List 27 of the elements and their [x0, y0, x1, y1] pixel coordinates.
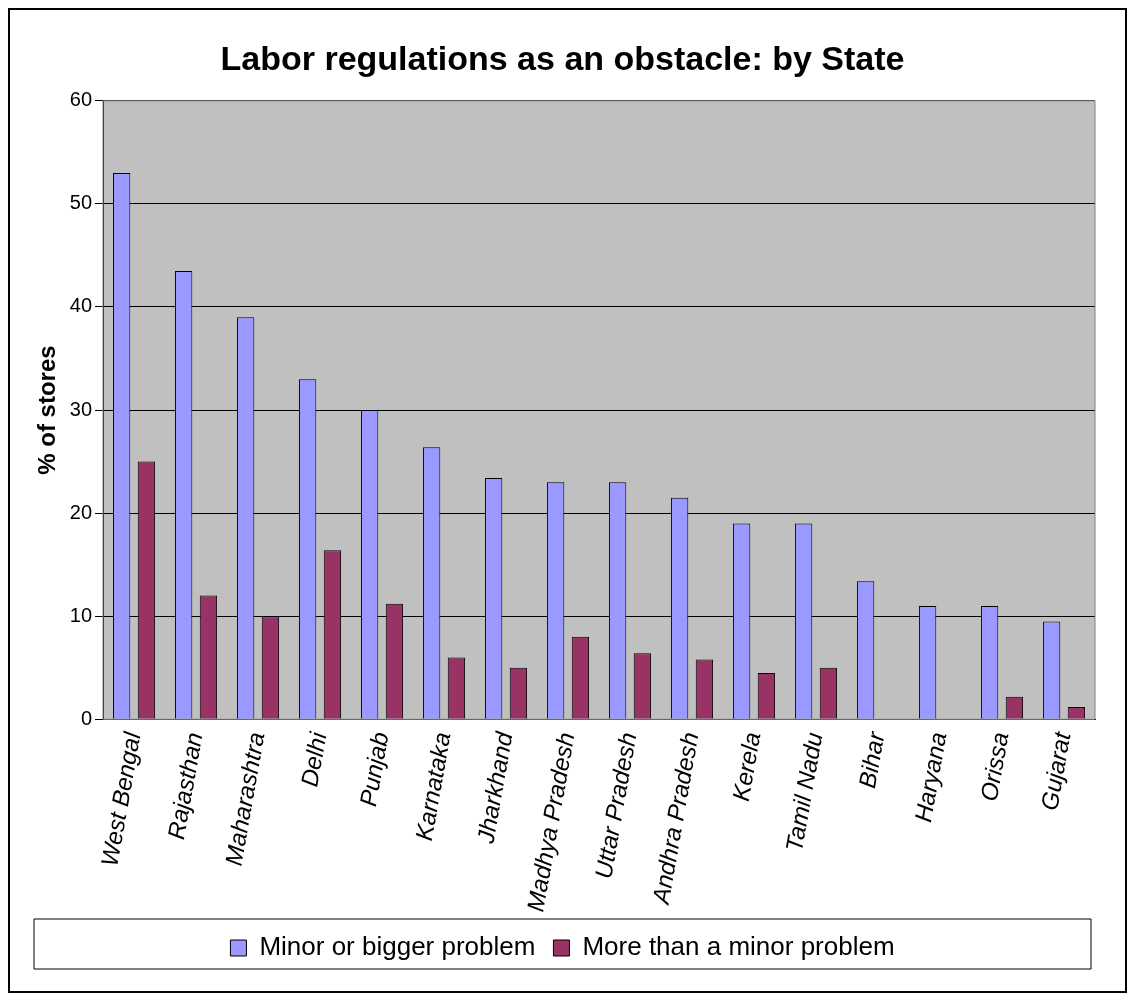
- x-tick-label: Kerela: [726, 730, 766, 804]
- x-tick-label: Maharashtra: [219, 730, 270, 868]
- x-tick-label: Punjab: [353, 730, 394, 809]
- y-tick-label: 50: [69, 191, 93, 214]
- y-tick-label: 30: [69, 397, 93, 420]
- x-tick-label: Bihar: [853, 729, 890, 791]
- y-tick-label: 60: [69, 88, 93, 111]
- x-tick-label: Madhya Pradesh: [521, 730, 580, 914]
- x-tick-label: West Bengal: [95, 729, 146, 869]
- x-tick-label: Uttar Pradesh: [589, 730, 642, 881]
- chart-title: Labor regulations as an obstacle: by State: [220, 38, 905, 77]
- x-tick-label: Karnataka: [409, 730, 456, 843]
- legend-label: Minor or bigger problem: [259, 931, 536, 962]
- x-tick-label: Andhra Pradesh: [646, 730, 704, 908]
- y-tick-label: 20: [69, 500, 93, 523]
- x-tick-label: Jharkhand: [471, 729, 518, 847]
- y-axis-title: % of stores: [33, 345, 61, 475]
- x-tick-label: Tamil Nadu: [779, 730, 828, 854]
- x-tick-label: Orissa: [974, 730, 1014, 804]
- y-tick-label: 10: [69, 603, 93, 626]
- x-tick-label: Gujarat: [1035, 728, 1076, 813]
- y-tick-label: 40: [69, 294, 93, 317]
- x-tick-label: Haryana: [909, 730, 952, 825]
- x-tick-label: Delhi: [295, 729, 332, 789]
- x-tick-label: Rajasthan: [162, 730, 208, 842]
- legend-label: More than a minor problem: [582, 931, 895, 962]
- y-tick-label: 0: [80, 706, 93, 729]
